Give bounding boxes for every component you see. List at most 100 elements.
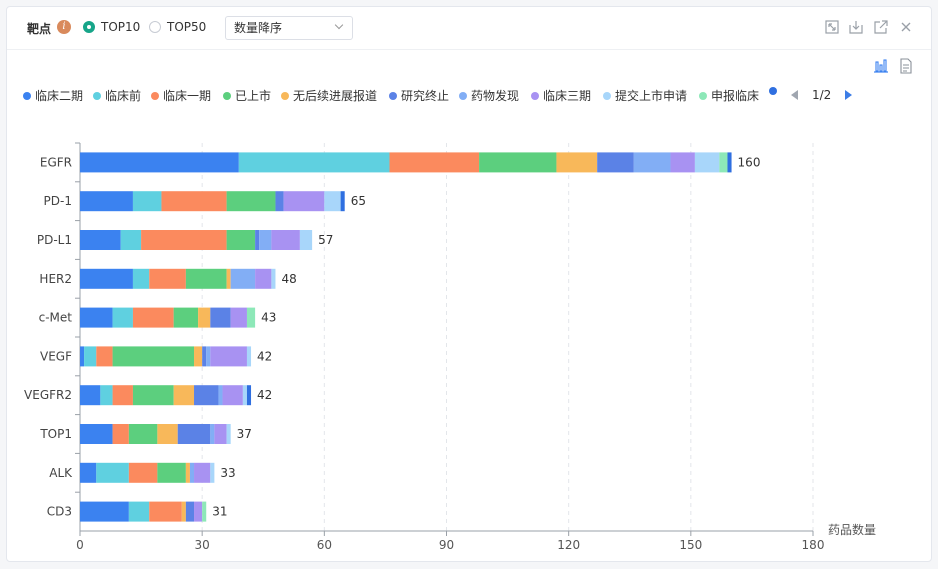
bar-segment — [132, 191, 162, 212]
legend-label: 已上市 — [235, 89, 272, 103]
bar-segment — [149, 268, 186, 289]
radio-dot-selected-icon[interactable] — [83, 21, 95, 33]
legend-item[interactable]: 临床一期 — [151, 87, 211, 104]
x-tick-label: 30 — [195, 538, 210, 552]
legend-swatch-icon — [93, 91, 101, 100]
legend-label: 提交上市申请 — [615, 89, 688, 103]
bar-segment — [226, 424, 231, 444]
radio-dot-unselected-icon[interactable] — [149, 21, 161, 33]
bar-segment — [246, 307, 256, 328]
legend-item[interactable]: 申报临床 — [699, 87, 759, 104]
open-external-icon[interactable] — [874, 20, 888, 34]
y-tick-label: PD-1 — [44, 194, 72, 208]
legend-label: 药物发现 — [471, 89, 520, 103]
bar-segment — [185, 501, 195, 522]
x-tick-label: 120 — [557, 538, 580, 552]
y-tick-label: EGFR — [40, 155, 72, 169]
bar-segment — [80, 307, 113, 328]
target-label: 靶点 — [27, 22, 52, 36]
legend-item[interactable]: 药物发现 — [459, 87, 519, 104]
bar-segment — [189, 462, 195, 483]
bar-segment — [112, 307, 133, 328]
close-icon[interactable] — [899, 20, 913, 34]
bar-segment — [194, 346, 203, 367]
bar-segment — [210, 346, 247, 367]
panel-toolbar: 靶点 i TOP10 TOP50 数量降序 — [7, 7, 931, 50]
bar-segment — [259, 230, 272, 250]
bar-segment — [202, 501, 207, 522]
table-icon[interactable] — [898, 58, 914, 74]
bar-segment — [202, 346, 207, 367]
legend-label: 临床前 — [105, 89, 142, 103]
bar-chart-icon[interactable] — [873, 58, 889, 74]
bar-segment — [324, 191, 341, 212]
legend-item[interactable]: 临床二期 — [23, 87, 83, 104]
bar-segment — [149, 501, 182, 522]
bar-segment — [299, 230, 313, 250]
legend-swatch-icon — [23, 91, 31, 100]
bar-segment — [161, 191, 227, 212]
sort-select[interactable]: 数量降序 — [225, 16, 353, 40]
bar-segment — [719, 152, 728, 173]
bar-segment — [226, 230, 256, 250]
legend-item[interactable]: 无后续进展报道 — [281, 87, 377, 104]
bar-segment — [389, 152, 480, 173]
bar-segment — [198, 307, 211, 328]
legend-item-truncated[interactable] — [769, 87, 781, 95]
bar-segment — [132, 268, 150, 289]
arrow-left-icon[interactable] — [791, 90, 798, 100]
radio-top10[interactable]: TOP10 — [83, 19, 140, 35]
bar-segment — [275, 191, 284, 212]
bar-segment — [185, 268, 227, 289]
legend-swatch-icon — [603, 91, 611, 100]
legend-item[interactable]: 提交上市申请 — [603, 87, 687, 104]
legend-swatch-icon — [151, 91, 159, 100]
info-icon[interactable]: i — [57, 20, 71, 34]
legend-item[interactable]: 临床三期 — [531, 87, 591, 104]
sort-select-value: 数量降序 — [234, 21, 283, 35]
bar-segment — [226, 268, 231, 289]
y-tick-label: TOP1 — [39, 427, 72, 441]
legend-item[interactable]: 研究终止 — [389, 87, 449, 104]
bar-segment — [271, 230, 300, 250]
legend-swatch-icon — [699, 91, 707, 100]
data-label: 48 — [281, 272, 296, 286]
bar-segment — [173, 385, 195, 406]
fullscreen-icon[interactable] — [825, 20, 839, 34]
bar-segment — [246, 346, 252, 367]
bar-segment — [218, 385, 223, 406]
data-label: 31 — [212, 505, 227, 519]
legend-item[interactable]: 已上市 — [223, 87, 271, 104]
x-tick-label: 0 — [76, 538, 84, 552]
bar-segment — [230, 268, 256, 289]
legend-swatch-icon — [281, 91, 289, 100]
bar-segment — [230, 307, 247, 328]
bar-segment — [194, 501, 203, 522]
bar-segment — [242, 385, 247, 406]
x-tick-label: 150 — [679, 538, 702, 552]
y-tick-label: HER2 — [39, 272, 72, 286]
bar-segment — [80, 230, 121, 250]
bar-segment — [100, 385, 113, 406]
legend-page-indicator: 1/2 — [812, 88, 832, 102]
bar-segment — [185, 462, 190, 483]
data-label: 65 — [351, 194, 366, 208]
legend-label: 临床一期 — [163, 89, 212, 103]
bar-segment — [80, 424, 113, 444]
bar-segment — [597, 152, 634, 173]
data-label: 42 — [257, 388, 272, 402]
bar-segment — [556, 152, 598, 173]
data-label: 160 — [738, 155, 761, 169]
bar-segment — [80, 152, 239, 173]
data-label: 37 — [237, 427, 252, 441]
bar-segment — [727, 152, 732, 173]
y-tick-label: ALK — [49, 466, 73, 480]
arrow-right-icon[interactable] — [845, 90, 853, 100]
data-label: 33 — [220, 466, 235, 480]
y-tick-label: VEGFR2 — [24, 388, 72, 402]
legend-item[interactable]: 临床前 — [93, 87, 141, 104]
bar-segment — [670, 152, 695, 173]
radio-top50[interactable]: TOP50 — [149, 19, 206, 35]
download-icon[interactable] — [849, 20, 863, 34]
legend-label: 研究终止 — [401, 89, 450, 103]
